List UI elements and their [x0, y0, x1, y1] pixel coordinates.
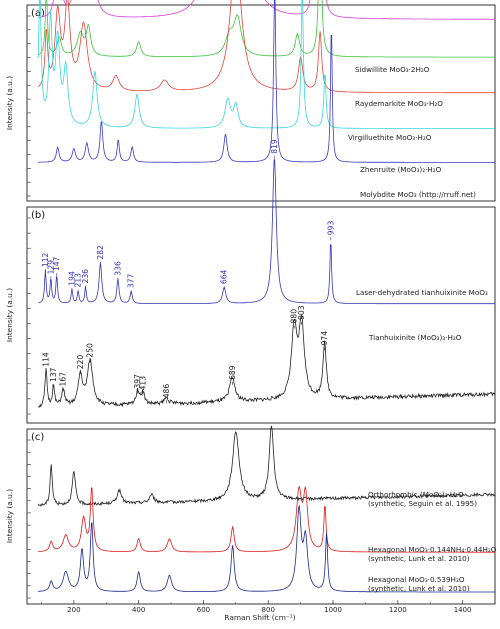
panel-a-series-1-line: [38, 0, 495, 58]
panel-a-series-3-label: Zhenruite (MoO₃)₂·H₂O: [360, 165, 442, 174]
panel-c-series-0-label-2: (synthetic, Seguin et al. 1995): [368, 499, 477, 508]
x-axis-label: Raman Shift (cm⁻¹): [224, 613, 295, 622]
panel-a-series-4-label: Molybdite MoO₃ (http://rruff.net): [360, 190, 476, 199]
x-tick-label: 400: [132, 606, 145, 614]
panel-a-series-2-line: [37, 0, 495, 94]
peak-label-236: 236: [81, 269, 90, 284]
peak-label-129: 129: [46, 260, 55, 275]
panel-b-series-0-line: [38, 159, 495, 305]
panel-a-letter: (a): [31, 8, 45, 19]
peak-label-397: 397: [133, 374, 142, 389]
peak-label-112: 112: [41, 252, 50, 267]
panel-b-frame: [26, 206, 496, 424]
panel-b-series-1-label: Tianhuixinite (MoO₃)₃·H₂O: [368, 333, 462, 342]
panel-a-series-4-line: [38, 0, 495, 163]
peak-label-377: 377: [127, 273, 136, 288]
panel-c-series-1-label: Hexagonal MoO₃·0.144NH₄·0.44H₂O: [368, 545, 497, 554]
x-tick-label: 600: [197, 606, 210, 614]
peak-label-689: 689: [228, 365, 237, 380]
panel-c-series-2-label: Hexagonal MoO₃·0.539H₂O: [368, 575, 465, 584]
x-tick-label: 1400: [454, 606, 472, 614]
peak-label-664: 664: [220, 269, 229, 284]
panel-c-ylabel: Intensity (a.u.): [5, 489, 14, 543]
panel-c-series-0-label: Orthorhombic (MoO₃)₃·H₂O: [368, 490, 464, 499]
panel-a-series-1-label: Raydemarkite MoO₃·H₂O: [355, 99, 443, 108]
x-tick-label: 1200: [389, 606, 407, 614]
panel-c-series-0-line: [37, 425, 496, 507]
peak-label-819: 819: [270, 139, 279, 154]
peak-label-194: 194: [67, 271, 76, 286]
peak-label-213: 213: [74, 273, 83, 288]
panel-b-ylabel: Intensity (a.u.): [5, 288, 14, 342]
peak-label-167: 167: [59, 372, 68, 387]
panel-c-frame: [26, 428, 496, 605]
panel-c-series-2-line: [38, 504, 495, 593]
panel-b-spectra: [37, 159, 496, 408]
peak-label-903: 903: [297, 305, 306, 320]
panel-b-left-ticks: [27, 217, 31, 415]
peak-label-336: 336: [113, 261, 122, 276]
panel-c-spectra: [37, 425, 496, 593]
peak-label-114: 114: [42, 352, 51, 367]
panel-a-series-0-line: [38, 0, 495, 20]
panel-b-series-1-line: [37, 313, 496, 408]
panel-c: (c) Intensity (a.u.) Orthorhombic (MoO₃)…: [5, 425, 497, 622]
peak-label-250: 250: [86, 343, 95, 358]
panel-c-series-2-label-2: (synthetic, Lunk et al. 2010): [368, 584, 470, 593]
peak-label-147: 147: [52, 256, 61, 271]
panel-c-letter: (c): [31, 432, 44, 443]
panel-b-series-0-label: Laser-dehydrated tianhuixinite MoO₃: [356, 288, 488, 297]
panel-c-series-1-line: [38, 485, 495, 553]
peak-label-413: 413: [138, 376, 147, 391]
panel-a-left-ticks: [27, 15, 31, 197]
x-tick-label: 200: [67, 606, 80, 614]
peak-label-137: 137: [49, 367, 58, 382]
panel-a-ylabel: Intensity (a.u.): [5, 76, 14, 130]
x-axis-ticks: 200 400 600 800 1000 1200 1400: [41, 600, 496, 614]
panel-a-series-0-label: Sidwillite MoO₃·2H₂O: [355, 65, 430, 74]
panel-a-series-3-line: [37, 0, 495, 129]
peak-label-220: 220: [76, 355, 85, 370]
peak-label-486: 486: [162, 384, 171, 399]
x-tick-label: 800: [262, 606, 275, 614]
peak-label-974: 974: [320, 331, 329, 346]
panel-c-left-ticks: [27, 439, 31, 599]
peak-label-993: 993: [326, 221, 335, 236]
panel-a-frame: [26, 4, 496, 202]
panel-a: (a) Intensity (a.u.) Sidwillite MoO₃·2H₂…: [5, 0, 496, 202]
panel-b-letter: (b): [31, 210, 45, 221]
x-tick-label: 1000: [324, 606, 342, 614]
panel-a-spectra: [37, 0, 495, 163]
panel-a-series-2-label: Virgilluethite MoO₃·H₂O: [348, 133, 432, 142]
peak-label-282: 282: [96, 245, 105, 260]
panel-c-series-1-label-2: (synthetic, Lunk et al. 2010): [368, 554, 470, 563]
peak-label-880: 880: [290, 309, 299, 324]
